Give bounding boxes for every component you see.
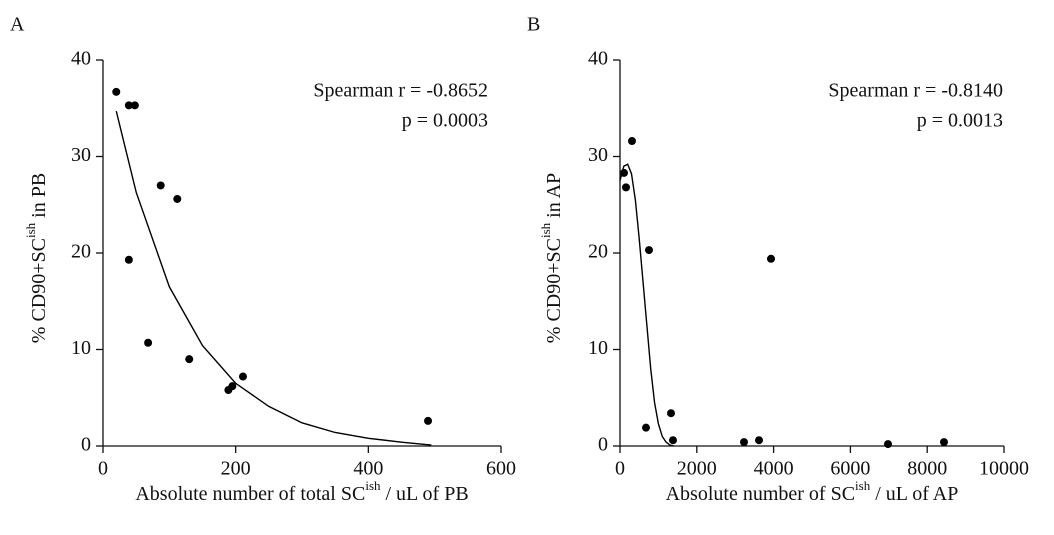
data-point (424, 416, 433, 425)
x-axis-title-part: ish (855, 478, 871, 493)
data-point (228, 382, 237, 391)
fit-curve (115, 110, 432, 446)
data-point (124, 255, 133, 264)
data-point (641, 423, 650, 432)
y-tick-label: 20 (588, 241, 608, 263)
data-point (644, 246, 653, 255)
x-axis-title: Absolute number of SCish / uL of AP (666, 478, 959, 505)
x-tick-label: 0 (98, 458, 108, 480)
y-axis-title-part: % CD90+SC (543, 238, 565, 343)
data-point (238, 372, 247, 381)
y-tick-label: 0 (81, 434, 91, 456)
data-point (939, 438, 948, 447)
annotation: p = 0.0003 (402, 110, 488, 132)
y-axis-title: % CD90+SCish in PB (23, 173, 50, 343)
x-tick-label: 6000 (830, 458, 870, 480)
data-point (144, 338, 153, 347)
x-tick-label: 2000 (677, 458, 717, 480)
y-tick-label: 40 (71, 48, 91, 70)
fit-curve (619, 163, 674, 447)
data-point (112, 87, 121, 96)
data-point (883, 440, 892, 449)
y-tick-label: 10 (588, 337, 608, 359)
x-axis-title-part: ish (365, 478, 381, 493)
y-axis-title-part: ish (23, 222, 38, 238)
y-tick-label: 20 (71, 241, 91, 263)
data-point (668, 436, 677, 445)
y-axis-title-part: in AP (543, 173, 565, 223)
data-point (173, 194, 182, 203)
x-tick-label: 4000 (754, 458, 794, 480)
data-point (739, 438, 748, 447)
y-tick-label: 30 (71, 144, 91, 166)
data-point (766, 254, 775, 263)
x-tick-label: 600 (486, 458, 516, 480)
x-axis-title-part: Absolute number of SC (666, 483, 855, 505)
data-point (627, 137, 636, 146)
data-point (156, 181, 165, 190)
y-tick-label: 40 (588, 48, 608, 70)
annotation: Spearman r = -0.8652 (313, 80, 488, 102)
annotation: p = 0.0013 (917, 110, 1003, 132)
panel-label: A (10, 14, 25, 36)
x-tick-label: 0 (615, 458, 625, 480)
x-axis-title-part: / uL of AP (870, 483, 958, 505)
data-point (185, 355, 194, 364)
x-axis-title: Absolute number of total SCish / uL of P… (135, 478, 468, 505)
x-tick-label: 10000 (979, 458, 1029, 480)
panel-label: B (527, 14, 540, 36)
data-point (621, 183, 630, 192)
x-tick-label: 8000 (907, 458, 947, 480)
data-point (755, 436, 764, 445)
y-tick-label: 30 (588, 144, 608, 166)
x-axis-title-part: Absolute number of total SC (135, 483, 365, 505)
y-axis-title-part: % CD90+SC (28, 238, 50, 343)
x-axis-title-part: / uL of PB (381, 483, 469, 505)
y-tick-label: 10 (71, 337, 91, 359)
y-axis-title-part: in PB (28, 173, 50, 223)
annotation: Spearman r = -0.8140 (828, 80, 1003, 102)
y-axis-title: % CD90+SCish in AP (538, 173, 565, 343)
y-axis-title-part: ish (538, 222, 553, 238)
data-point (130, 101, 139, 110)
data-point (124, 101, 133, 110)
data-point (666, 409, 675, 418)
x-tick-label: 200 (221, 458, 251, 480)
y-tick-label: 0 (598, 434, 608, 456)
x-tick-label: 400 (353, 458, 383, 480)
